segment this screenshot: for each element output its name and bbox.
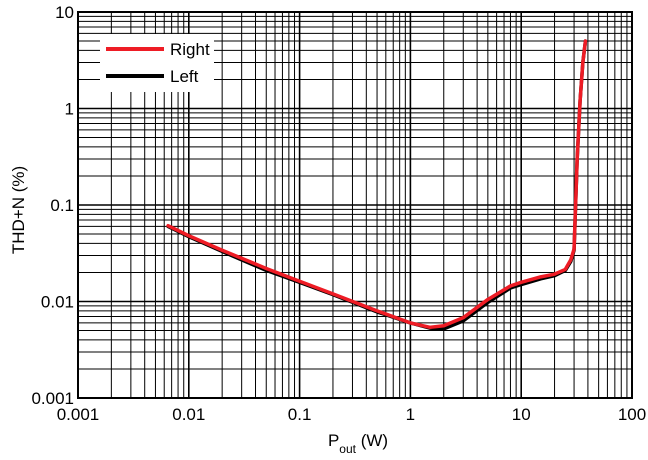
x-axis-title-main: P xyxy=(328,431,339,450)
x-axis-title-sub: out xyxy=(339,442,356,456)
x-tick-labels: 0.001 0.01 0.1 1 10 100 xyxy=(57,405,646,424)
y-tick-label: 0.01 xyxy=(41,293,74,312)
y-tick-label: 0.001 xyxy=(31,389,74,408)
x-tick-label: 0.01 xyxy=(172,405,205,424)
y-tick-label: 1 xyxy=(65,100,74,119)
x-axis-title-suffix: (W) xyxy=(356,431,388,450)
x-tick-label: 10 xyxy=(512,405,531,424)
legend-box xyxy=(100,34,214,92)
series-line-right xyxy=(166,39,588,330)
plot-frame xyxy=(77,11,633,399)
legend: Right Left xyxy=(100,34,214,92)
y-tick-label: 10 xyxy=(55,3,74,22)
x-tick-label: 0.1 xyxy=(288,405,312,424)
legend-label-right: Right xyxy=(170,40,210,59)
y-tick-label: 0.1 xyxy=(50,196,74,215)
x-tick-label: 0.001 xyxy=(57,405,100,424)
x-tick-label: 1 xyxy=(406,405,415,424)
y-tick-labels: 0.001 0.01 0.1 1 10 xyxy=(31,3,74,408)
legend-label-left: Left xyxy=(170,67,199,86)
y-axis-title: THD+N (%) xyxy=(9,166,28,254)
x-tick-label: 100 xyxy=(618,405,646,424)
x-axis-title: Pout (W) xyxy=(328,431,388,456)
series-lines xyxy=(166,39,588,331)
